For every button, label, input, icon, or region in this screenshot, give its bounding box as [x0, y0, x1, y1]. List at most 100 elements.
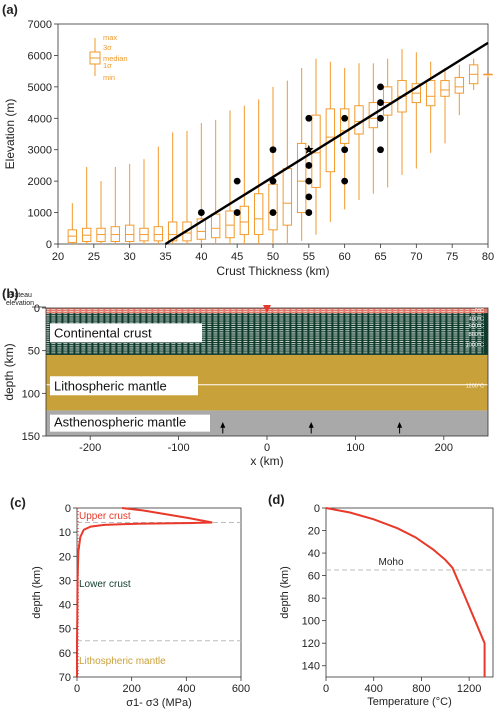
y-tick-label: 0	[46, 239, 52, 251]
x-tick-label: 400	[365, 683, 383, 695]
box	[225, 210, 235, 239]
y-tick-label: 7000	[28, 19, 52, 31]
box	[124, 224, 135, 242]
plot-frame	[325, 507, 494, 678]
isotherm-label: 1200°C	[466, 383, 484, 389]
box	[454, 76, 465, 94]
y-tick-label: 5000	[28, 82, 52, 94]
box	[153, 226, 164, 242]
inflow-arrowhead	[308, 422, 314, 428]
panel-c-stress-profile: Upper crust Lower crust Lithospheric mantl…	[31, 503, 250, 709]
data-point	[269, 177, 277, 185]
data-point	[233, 209, 241, 216]
zone-label: Lower crust	[79, 579, 131, 590]
plot-frame	[76, 507, 242, 678]
regression-line	[164, 41, 489, 246]
box	[268, 183, 278, 231]
y-tick-label: 70	[59, 672, 71, 684]
crust-stripe	[45, 346, 484, 348]
layer-label-bg	[50, 323, 202, 343]
legend-label: max	[103, 33, 117, 42]
isotherm-label: 0°C	[475, 308, 484, 314]
data-point	[269, 146, 277, 154]
data-point	[305, 114, 313, 122]
x-tick-label: 55	[303, 251, 315, 263]
crust-stripe	[45, 310, 484, 312]
y-axis-label: depth (km)	[279, 566, 291, 619]
geotherm-curve	[325, 507, 486, 677]
stress-curve	[76, 507, 213, 677]
inflow-arrowhead	[220, 422, 226, 428]
crust-stripe	[45, 322, 484, 324]
x-tick-label: 70	[410, 251, 422, 263]
y-tick-label: 100	[22, 388, 40, 400]
inflow-arrowhead	[397, 422, 403, 428]
plateau-label: Plateau	[8, 292, 32, 299]
y-tick-label: 100	[302, 616, 320, 628]
box	[239, 205, 250, 236]
data-point	[377, 83, 384, 91]
y-tick-label: 60	[308, 571, 320, 583]
zone-label: Upper crust	[79, 511, 131, 522]
box	[354, 105, 364, 135]
y-axis-label: depth (km)	[31, 566, 43, 619]
box	[182, 221, 192, 242]
x-tick-label: 1200	[457, 683, 481, 695]
x-axis-label: Crust Thickness (km)	[216, 264, 329, 278]
data-point	[341, 146, 349, 154]
isotherm-label: 600°C	[469, 324, 484, 330]
isotherm-label: 800°C	[469, 332, 484, 338]
box	[253, 193, 264, 236]
x-tick-label: 200	[122, 683, 140, 695]
x-tick-label: -200	[79, 442, 101, 454]
data-point	[305, 193, 313, 201]
crust-stripe	[45, 320, 484, 322]
data-point	[341, 114, 349, 122]
x-axis-label: σ1- σ3 (MPa)	[126, 697, 192, 709]
moho-label: Moho	[378, 557, 403, 568]
x-tick-label: 100	[346, 442, 364, 454]
legend-label: 3σ	[103, 43, 112, 52]
layer-label-bg	[50, 414, 210, 432]
crust-stripe	[45, 316, 484, 318]
y-tick-label: 0	[314, 503, 320, 515]
isotherm-label: 400°C	[469, 317, 484, 323]
y-tick-label: 120	[302, 638, 320, 650]
data-point	[305, 177, 313, 185]
box	[325, 108, 336, 173]
x-tick-label: 45	[231, 251, 243, 263]
crust-stripe	[45, 312, 484, 314]
x-tick-label: 0	[264, 442, 270, 454]
legend-label: 1σ	[103, 61, 112, 70]
y-tick-label: 4000	[28, 113, 52, 125]
data-point	[233, 177, 241, 185]
y-tick-label: 20	[59, 551, 71, 563]
legend-label: min	[103, 73, 115, 82]
box	[382, 86, 393, 116]
y-tick-label: 3000	[28, 145, 52, 157]
isotherm-label: 1000°C	[466, 342, 484, 348]
crust-stripe	[45, 342, 484, 344]
box	[368, 102, 379, 129]
data-point	[377, 146, 384, 154]
crust-stripe	[45, 314, 484, 316]
crust-stripe	[45, 344, 484, 346]
x-tick-label: 30	[124, 251, 136, 263]
x-tick-label: -100	[168, 442, 190, 454]
box	[425, 80, 436, 107]
panel-a-label: (a)	[2, 2, 18, 17]
box	[440, 80, 450, 97]
x-tick-label: 400	[177, 683, 195, 695]
data-point	[305, 162, 313, 169]
y-tick-label: 30	[59, 575, 71, 587]
data-point	[197, 209, 205, 216]
data-point	[341, 177, 349, 185]
panel-d-temperature-profile: Moho 0 400 800 1200 0 20 40 60 80 100 120 140 Tempera…	[279, 503, 494, 708]
y-tick-label: 140	[302, 661, 320, 673]
panel-c-label: (c)	[10, 495, 26, 510]
data-point	[305, 209, 313, 216]
plateau-label: elevation	[6, 300, 34, 307]
marker-triangle	[263, 305, 271, 313]
x-tick-label: 600	[232, 683, 250, 695]
